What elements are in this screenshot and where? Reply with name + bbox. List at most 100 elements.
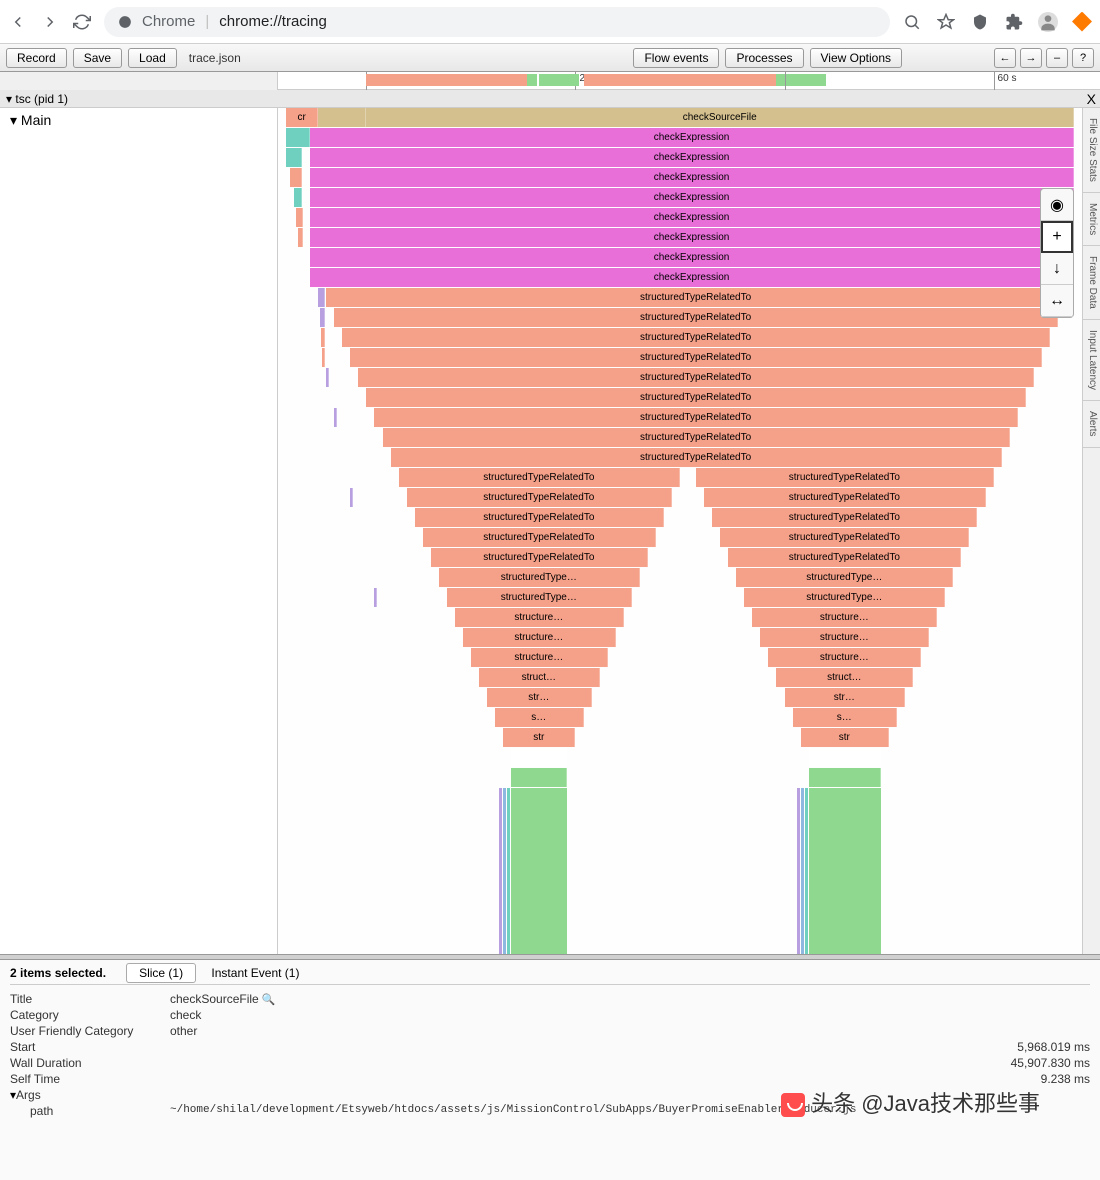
flame-tail[interactable] [809,788,881,954]
bookmark-icon[interactable] [936,12,956,32]
flame-bar[interactable]: checkExpression [310,208,1074,227]
flame-bar[interactable]: structure… [463,628,616,647]
thread-item-main[interactable]: ▾ Main [0,108,277,133]
flame-bar[interactable]: structuredTypeRelatedTo [704,488,985,507]
back-button[interactable] [8,12,28,32]
flame-bar[interactable]: structuredType… [439,568,640,587]
search-icon[interactable]: 🔍 [259,994,276,1006]
flame-bar[interactable] [318,288,324,307]
flame-tail[interactable] [511,788,567,954]
close-process-button[interactable]: X [1087,91,1096,107]
flame-bar[interactable]: structuredTypeRelatedTo [720,528,969,547]
flow-events-button[interactable]: Flow events [633,48,719,68]
flame-bar[interactable] [320,308,325,327]
right-tab[interactable]: Alerts [1083,401,1100,448]
shield-icon[interactable] [970,12,990,32]
nav-square-2[interactable]: – [1046,48,1068,68]
flame-bar[interactable]: checkExpression [310,148,1074,167]
tool-button-2[interactable]: ↓ [1041,253,1073,285]
process-header[interactable]: ▾ tsc (pid 1) X [0,90,1100,108]
load-button[interactable]: Load [128,48,177,68]
details-tab[interactable]: Slice (1) [126,963,196,983]
flame-bar[interactable] [286,148,302,167]
nav-square-0[interactable]: ← [994,48,1016,68]
flame-bar[interactable]: checkExpression [310,128,1074,147]
flame-bar[interactable]: structure… [455,608,624,627]
flame-bar[interactable]: structuredTypeRelatedTo [334,308,1058,327]
flame-bar[interactable]: checkExpression [310,188,1074,207]
flame-bar[interactable] [298,228,303,247]
details-tab[interactable]: Instant Event (1) [199,964,311,982]
flame-bar[interactable]: structuredTypeRelatedTo [696,468,993,487]
flame-bar[interactable]: structuredTypeRelatedTo [374,408,1017,427]
extensions-icon[interactable] [1004,12,1024,32]
flame-bar[interactable] [511,768,567,787]
flame-bar[interactable] [322,348,325,367]
flame-bar[interactable] [334,408,336,427]
view-options-button[interactable]: View Options [810,48,902,68]
flame-bar[interactable]: str [801,728,889,747]
processes-button[interactable]: Processes [725,48,803,68]
record-button[interactable]: Record [6,48,67,68]
flame-bar[interactable]: structuredTypeRelatedTo [358,368,1033,387]
flame-bar[interactable]: s… [793,708,898,727]
flame-bar[interactable]: str… [785,688,906,707]
flame-bar[interactable]: structure… [768,648,921,667]
flamegraph-canvas[interactable]: ◉+↓↔ crcheckSourceFilecheckExpressionche… [278,108,1082,954]
extension-orange-icon[interactable] [1072,12,1092,32]
timeline-ruler[interactable]: 0 s20 s40 s60 s [278,72,1082,90]
flame-bar[interactable]: structuredTypeRelatedTo [383,428,1010,447]
flame-bar[interactable]: structuredType… [744,588,945,607]
flame-bar[interactable] [350,488,352,507]
flame-bar[interactable]: structuredTypeRelatedTo [728,548,961,567]
right-tab[interactable]: Input Latency [1083,320,1100,401]
flame-bar[interactable] [290,168,302,187]
flame-bar[interactable]: checkExpression [310,168,1074,187]
flame-bar[interactable]: structuredTypeRelatedTo [366,388,1025,407]
profile-avatar[interactable] [1038,12,1058,32]
flame-bar[interactable]: checkExpression [310,228,1074,247]
disclosure-triangle-icon[interactable]: ▾ [6,92,12,106]
flame-bar[interactable]: structuredTypeRelatedTo [342,328,1050,347]
flame-bar[interactable]: cr [286,108,318,127]
nav-square-1[interactable]: → [1020,48,1042,68]
flame-bar[interactable] [318,108,366,127]
flame-bar[interactable]: structuredType… [447,588,632,607]
flame-bar[interactable] [286,128,310,147]
flame-bar[interactable]: structuredTypeRelatedTo [350,348,1041,367]
address-bar[interactable]: Chrome | chrome://tracing [104,7,890,37]
flame-bar[interactable]: structuredTypeRelatedTo [399,468,680,487]
flame-bar[interactable] [294,188,302,207]
disclosure-triangle-icon[interactable]: ▾ [10,112,17,128]
flame-bar[interactable]: structure… [760,628,929,647]
tool-button-1[interactable]: + [1041,221,1073,253]
flame-bar[interactable]: structuredTypeRelatedTo [431,548,648,567]
flame-bar[interactable]: structuredTypeRelatedTo [423,528,656,547]
flame-bar[interactable] [511,748,567,767]
nav-square-3[interactable]: ? [1072,48,1094,68]
flame-bar[interactable]: s… [495,708,583,727]
flame-bar[interactable]: checkSourceFile [366,108,1074,127]
flame-bar[interactable]: str [503,728,575,747]
flame-bar[interactable]: checkExpression [310,268,1074,287]
reload-button[interactable] [72,12,92,32]
flame-bar[interactable] [809,768,881,787]
flame-bar[interactable]: structuredTypeRelatedTo [407,488,672,507]
right-tab[interactable]: Metrics [1083,193,1100,246]
flame-bar[interactable]: structuredTypeRelatedTo [326,288,1066,307]
tool-button-0[interactable]: ◉ [1041,189,1073,221]
flame-bar[interactable]: structure… [471,648,608,667]
flame-bar[interactable]: structuredType… [736,568,953,587]
zoom-icon[interactable] [902,12,922,32]
flame-bar[interactable]: structuredTypeRelatedTo [712,508,977,527]
flame-bar[interactable] [326,368,328,387]
right-tab[interactable]: File Size Stats [1083,108,1100,193]
flame-bar[interactable]: structuredTypeRelatedTo [391,448,1002,467]
flame-bar[interactable] [321,328,325,347]
right-tab[interactable]: Frame Data [1083,246,1100,320]
flame-bar[interactable]: struct… [479,668,600,687]
flame-bar[interactable]: structuredTypeRelatedTo [415,508,664,527]
flame-bar[interactable] [809,748,881,767]
flame-bar[interactable]: struct… [776,668,913,687]
flame-bar[interactable]: checkExpression [310,248,1074,267]
